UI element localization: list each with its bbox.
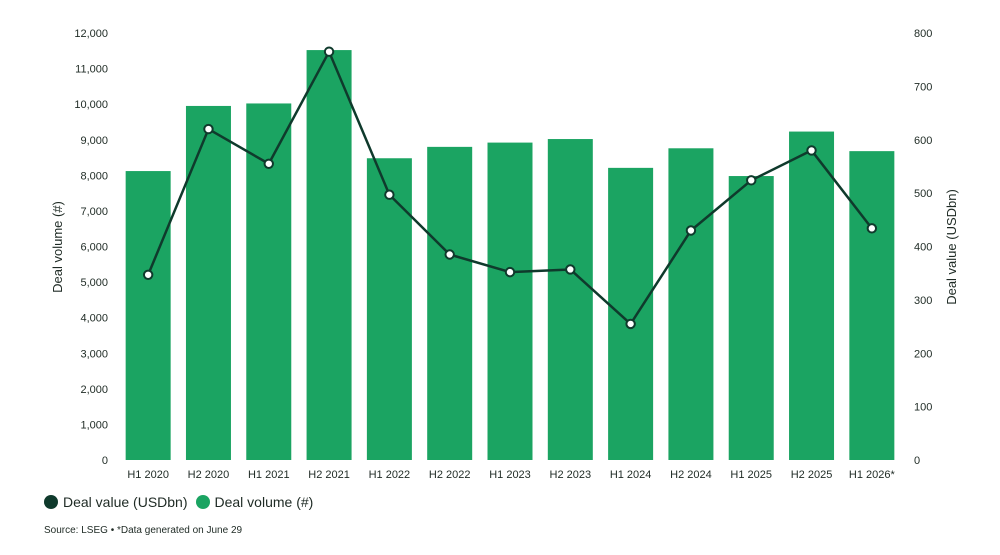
- line-point-9: [685, 225, 697, 236]
- legend-label-deal-value: Deal value (USDbn): [63, 494, 188, 510]
- y-tick-label: 7,000: [80, 206, 108, 218]
- bar-9: [668, 148, 714, 461]
- y-tick-label: 9,000: [80, 135, 108, 147]
- line-point-7: [565, 264, 576, 275]
- y-tick-label: 12,000: [74, 28, 108, 40]
- y-tick-label: 3,000: [80, 348, 108, 360]
- y-tick-label: 8,000: [80, 170, 108, 182]
- x-tick-label: H1 2022: [369, 469, 411, 481]
- legend: Deal value (USDbn) Deal volume (#): [44, 494, 313, 510]
- x-tick-label: H2 2022: [429, 469, 471, 481]
- line-point-11: [806, 145, 817, 156]
- x-axis-ticks: H1 2020 H2 2020 H1 2021 H2 2021 H1 2022 H2 20…: [127, 469, 895, 481]
- y-tick-label: 5,000: [80, 277, 108, 289]
- line-point-4: [384, 189, 395, 200]
- line-point-5: [444, 249, 455, 260]
- line-point-6: [504, 266, 516, 278]
- bar-10: [728, 176, 774, 461]
- line-point-3: [323, 46, 335, 57]
- x-tick-label: H1 2021: [248, 469, 290, 481]
- y2-tick-label: 100: [914, 402, 932, 414]
- y2-axis-title: Deal value (USDbn): [944, 189, 959, 305]
- x-tick-label: H1 2023: [489, 469, 531, 481]
- legend-swatch-line: [44, 495, 58, 509]
- bar-11: [789, 131, 835, 460]
- x-tick-label: H1 2024: [610, 469, 652, 481]
- y2-tick-label: 300: [914, 295, 932, 307]
- y-tick-label: 0: [102, 455, 108, 467]
- x-tick-label: H1 2020: [127, 469, 169, 481]
- line-point-12: [866, 223, 878, 234]
- y-tick-label: 2,000: [80, 384, 108, 396]
- legend-item-deal-volume: Deal volume (#): [195, 494, 314, 510]
- line-group: [142, 46, 878, 330]
- bars-group: [125, 50, 895, 461]
- line-point-1: [203, 123, 214, 135]
- line-point-0: [142, 269, 154, 280]
- left-axis-ticks: 0 1,000 2,000 3,000 4,000 5,000 6,000 7,000 8,00…: [74, 28, 108, 467]
- x-tick-label: H2 2021: [308, 469, 350, 481]
- line-point-10: [746, 175, 757, 186]
- line-point-2: [263, 158, 274, 169]
- y-tick-label: 4,000: [80, 313, 108, 325]
- bar-1: [185, 105, 231, 460]
- y2-tick-label: 500: [914, 188, 932, 200]
- y-axis-title: Deal volume (#): [50, 201, 65, 293]
- bar-3: [306, 50, 352, 460]
- y2-tick-label: 600: [914, 135, 932, 147]
- source-note: Source: LSEG • *Data generated on June 2…: [44, 525, 243, 536]
- x-tick-label: H2 2024: [670, 469, 712, 481]
- x-tick-label: H2 2025: [791, 469, 833, 481]
- bar-12: [849, 151, 895, 461]
- bar-5: [427, 146, 473, 460]
- legend-swatch-bar: [195, 495, 210, 509]
- bar-4: [366, 158, 412, 460]
- y2-tick-label: 0: [914, 455, 920, 467]
- y-tick-label: 1,000: [80, 419, 108, 431]
- x-tick-label: H1 2026*: [849, 469, 896, 481]
- x-tick-label: H2 2023: [550, 469, 592, 481]
- bar-7: [547, 139, 593, 460]
- bar-8: [608, 167, 654, 460]
- right-axis-ticks: 0 100 200 300 400 500 600 700 800: [914, 28, 932, 467]
- y2-tick-label: 400: [914, 242, 932, 254]
- x-tick-label: H2 2020: [188, 469, 230, 481]
- y2-tick-label: 700: [914, 81, 932, 93]
- line-point-8: [625, 318, 636, 330]
- y-tick-label: 11,000: [75, 64, 108, 76]
- y2-tick-label: 800: [914, 28, 932, 40]
- y2-tick-label: 200: [914, 348, 932, 360]
- x-tick-label: H1 2025: [730, 469, 772, 481]
- y-tick-label: 10,000: [74, 99, 108, 111]
- bar-6: [487, 142, 533, 460]
- bar-0: [125, 171, 171, 460]
- legend-item-deal-value: Deal value (USDbn): [44, 494, 188, 510]
- legend-label-deal-volume: Deal volume (#): [214, 494, 314, 510]
- bar-2: [246, 103, 292, 460]
- combo-chart: 0 1,000 2,000 3,000 4,000 5,000 6,000 7,000 8,00…: [50, 28, 959, 481]
- y-tick-label: 6,000: [80, 242, 108, 254]
